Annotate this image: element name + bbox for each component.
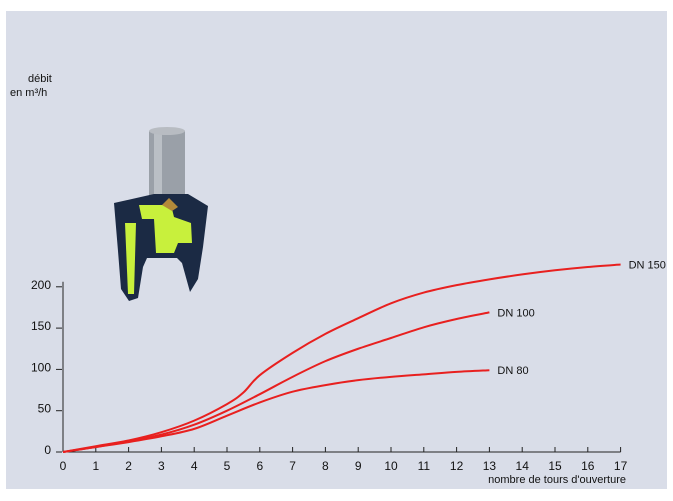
- x-tick-label: 17: [614, 459, 628, 473]
- series-line-dn-150: [62, 263, 621, 453]
- y-tick-label: 200: [31, 278, 51, 292]
- x-tick-label: 0: [60, 459, 67, 473]
- valve-nut: [162, 198, 178, 211]
- chart-area: 0 1 2 3 4 5 6 7 8 9 10 11 12 13 14 15 16 17 0 50 100 150 200 dé…: [6, 11, 667, 489]
- valve-pipe-highlight: [154, 131, 162, 205]
- x-tick-label: 4: [191, 459, 198, 473]
- x-tick-label: 7: [289, 459, 296, 473]
- axes: 0 1 2 3 4 5 6 7 8 9 10 11 12 13 14 15 16 17050100150200dé…: [10, 73, 628, 486]
- series-line-dn-80: [62, 369, 490, 453]
- x-tick-label: 14: [516, 459, 530, 473]
- x-tick-label: 10: [384, 459, 398, 473]
- y-tick-label: 150: [31, 319, 51, 333]
- valve-seal-left: [125, 223, 136, 294]
- x-tick-label: 9: [355, 459, 362, 473]
- x-tick-label: 2: [125, 459, 132, 473]
- x-tick-label: 1: [92, 459, 99, 473]
- x-tick-label: 6: [256, 459, 263, 473]
- chart-svg: 0 1 2 3 4 5 6 7 8 9 10 11 12 13 14 15 16 17050100150200dé…: [10, 73, 666, 486]
- x-tick-label: 15: [548, 459, 562, 473]
- valve-pipe-top: [149, 127, 185, 135]
- series-layer: DN 150 DN 100 DN 80: [62, 259, 666, 453]
- y-axis-title-line2: en m³/h: [10, 87, 47, 99]
- y-axis-title-line1: débit: [28, 73, 52, 85]
- x-tick-label: 8: [322, 459, 329, 473]
- x-tick-label: 11: [418, 459, 431, 473]
- x-tick-label: 13: [483, 459, 497, 473]
- x-tick-label: 5: [224, 459, 231, 473]
- y-tick-label: 50: [38, 402, 52, 416]
- series-label-dn-80: DN 80: [497, 365, 528, 377]
- y-tick-label: 0: [44, 443, 51, 457]
- series-label-dn-150: DN 150: [629, 259, 666, 271]
- x-tick-label: 12: [450, 459, 464, 473]
- valve-illustration: [114, 127, 208, 301]
- x-tick-label: 16: [581, 459, 595, 473]
- y-tick-label: 100: [31, 360, 51, 374]
- valve-seal: [139, 205, 192, 253]
- series-line-dn-100: [62, 311, 490, 453]
- series-label-dn-100: DN 100: [497, 307, 534, 319]
- x-axis-title: nombre de tours d'ouverture: [488, 474, 626, 486]
- x-tick-label: 3: [158, 459, 165, 473]
